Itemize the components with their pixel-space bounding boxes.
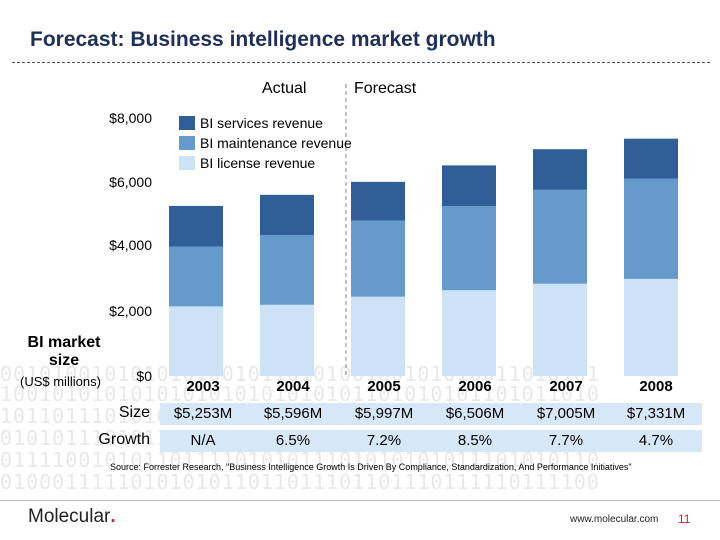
size-row-background	[160, 403, 702, 425]
growth-cell: N/A	[190, 432, 216, 449]
y-tick-label: $4,000	[109, 237, 152, 253]
legend-label: BI license revenue	[200, 155, 315, 171]
source-note: Source: Forrester Research, "Business In…	[110, 462, 632, 472]
size-cell: $7,005M	[536, 405, 596, 422]
bar-segment-license	[351, 296, 405, 376]
bar-segment-maintenance	[442, 206, 496, 291]
page-title: Forecast: Business intelligence market g…	[30, 28, 496, 51]
bar-segment-services	[169, 205, 223, 247]
legend-label: BI maintenance revenue	[200, 135, 352, 151]
logo-dot: .	[110, 506, 116, 527]
bar-segment-maintenance	[260, 235, 314, 305]
year-label: 2004	[276, 378, 310, 395]
bar-segment-license	[260, 304, 314, 376]
size-cell: $5,253M	[173, 405, 233, 422]
bar-segment-services	[624, 138, 678, 179]
size-row-label: Size	[118, 404, 150, 421]
footer-url[interactable]: www.molecular.com	[570, 514, 659, 525]
bar-segment-services	[533, 149, 587, 190]
y-tick-label: $6,000	[109, 174, 152, 190]
binary-decoration-row: 0111100101011011110101011101010101011101…	[0, 448, 600, 472]
legend-swatch	[179, 156, 195, 170]
legend-label: BI services revenue	[200, 115, 323, 131]
bar-segment-license	[169, 306, 223, 376]
size-cell: $6,506M	[445, 405, 505, 422]
growth-row-background	[160, 430, 702, 452]
size-cell: $5,596M	[263, 405, 323, 422]
bar-segment-maintenance	[533, 189, 587, 284]
year-label: 2008	[639, 378, 673, 395]
legend-swatch	[179, 116, 195, 130]
bar-segment-services	[442, 165, 496, 207]
year-label: 2005	[367, 378, 401, 395]
year-label: 2007	[549, 378, 583, 395]
footer-divider	[0, 500, 720, 501]
y-axis-unit: (US$ millions)	[20, 374, 101, 389]
y-tick-label: $8,000	[109, 110, 152, 126]
bar-segment-maintenance	[624, 178, 678, 279]
binary-decoration-row: 0100011111010101011011011101101110111110…	[0, 470, 600, 494]
forecast-label: Forecast	[354, 80, 417, 97]
size-cell: $5,997M	[354, 405, 414, 422]
size-cell: $7,331M	[626, 405, 686, 422]
growth-cell: 7.7%	[548, 432, 584, 449]
molecular-logo: Molecular.	[28, 506, 116, 528]
bar-segment-maintenance	[169, 246, 223, 307]
page-number: 11	[678, 512, 691, 526]
bar-segment-license	[624, 278, 678, 376]
growth-cell: 6.5%	[275, 432, 311, 449]
growth-row-label: Growth	[98, 431, 150, 448]
y-axis-title: BI market size	[27, 334, 101, 369]
y-tick-label: $2,000	[109, 303, 152, 319]
year-label: 2006	[458, 378, 492, 395]
actual-label: Actual	[262, 80, 307, 97]
title-divider	[12, 62, 710, 63]
logo-text: Molecular	[28, 506, 111, 527]
binary-decoration-row: 1001010101010101010101010101101010101101…	[0, 382, 600, 406]
legend-swatch	[179, 136, 195, 150]
year-label: 2003	[186, 378, 220, 395]
growth-cell: 4.7%	[638, 432, 674, 449]
bar-segment-services	[351, 181, 405, 221]
y-tick-label: $0	[136, 368, 152, 384]
bar-segment-maintenance	[351, 220, 405, 297]
bar-segment-license	[533, 283, 587, 376]
bar-segment-services	[260, 194, 314, 236]
growth-cell: 7.2%	[366, 432, 402, 449]
growth-cell: 8.5%	[457, 432, 493, 449]
bar-segment-license	[442, 290, 496, 376]
